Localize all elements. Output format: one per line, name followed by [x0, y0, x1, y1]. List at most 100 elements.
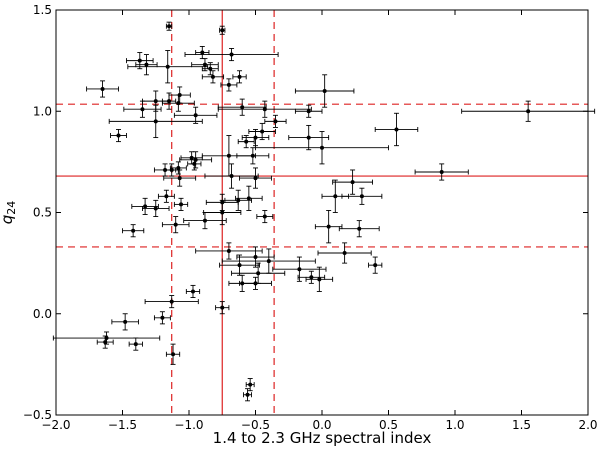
data-point-marker — [153, 119, 158, 124]
data-point-marker — [262, 107, 267, 112]
data-point-marker — [244, 139, 249, 144]
data-point — [187, 157, 202, 171]
data-point-marker — [177, 176, 182, 181]
data-point — [297, 270, 326, 284]
data-point — [96, 335, 114, 349]
data-point-marker — [153, 206, 158, 211]
data-point — [165, 21, 173, 31]
data-point-marker — [190, 289, 195, 294]
data-point-marker — [260, 129, 265, 134]
data-point — [236, 147, 270, 165]
data-point — [338, 220, 380, 238]
data-point — [122, 224, 145, 238]
data-point-marker — [202, 218, 207, 223]
data-point — [183, 212, 227, 230]
data-point-marker — [326, 224, 331, 229]
data-point — [111, 313, 139, 331]
data-point-marker — [240, 105, 245, 110]
data-point — [237, 135, 255, 149]
data-point-marker — [256, 271, 261, 276]
data-point — [245, 378, 255, 392]
data-point-marker — [342, 251, 347, 255]
y-tick-label: 0.0 — [33, 307, 52, 321]
data-point-marker — [137, 58, 142, 63]
data-point-marker — [140, 107, 145, 112]
data-point — [128, 337, 143, 351]
data-point-marker — [143, 204, 148, 209]
data-point-marker — [164, 194, 169, 199]
data-point-marker — [333, 194, 338, 199]
y-tick-label: 1.5 — [33, 3, 52, 17]
data-point — [232, 70, 247, 84]
data-point — [195, 242, 263, 260]
data-point-marker — [320, 145, 324, 150]
data-point — [163, 169, 197, 187]
reference-lines — [56, 10, 588, 415]
y-axis-label: q24 — [0, 201, 18, 225]
data-point — [215, 301, 230, 315]
data-point-marker — [350, 180, 355, 185]
data-point-marker — [253, 135, 258, 140]
data-point — [294, 104, 323, 118]
data-point — [126, 52, 154, 70]
data-point — [180, 151, 203, 165]
x-tick-label: 1.0 — [445, 418, 464, 432]
data-point-marker — [266, 259, 271, 264]
data-point — [157, 189, 175, 203]
data-point-marker — [200, 50, 205, 55]
data-point — [161, 94, 195, 112]
y-axis-label-subscript: 24 — [5, 201, 18, 215]
data-point-marker — [322, 89, 327, 93]
data-point — [264, 114, 287, 128]
data-point-marker — [103, 340, 108, 345]
data-point — [201, 70, 225, 84]
data-point-marker — [165, 64, 170, 69]
data-point — [108, 104, 203, 139]
data-point — [256, 210, 274, 224]
data-point-marker — [226, 248, 231, 253]
data-point — [185, 284, 201, 298]
data-point — [305, 266, 334, 292]
data-point — [217, 98, 267, 116]
data-point-marker — [359, 194, 364, 199]
data-point — [153, 311, 171, 325]
data-point — [368, 256, 383, 274]
data-point-marker — [237, 263, 242, 268]
data-point-marker — [246, 196, 251, 201]
data-point-marker — [253, 255, 258, 260]
data-point — [374, 112, 419, 147]
data-point — [314, 210, 343, 244]
data-point — [86, 80, 119, 98]
data-point — [294, 74, 355, 108]
data-point-marker — [226, 153, 231, 158]
data-point-marker — [220, 210, 225, 215]
y-tick-label: 0.5 — [33, 206, 52, 220]
data-point — [220, 78, 238, 92]
data-point-marker — [253, 176, 258, 181]
data-point-marker — [220, 28, 225, 33]
axes-frame — [55, 9, 589, 416]
ticks: −2.0 −1.5 −1.0 −0.5 0.0 0.5 1.0 1.5 2.0 −0.5 0.0 0.… — [23, 3, 598, 432]
data-point — [231, 262, 286, 284]
data-point — [110, 129, 127, 143]
data-point — [201, 62, 219, 76]
data-point — [204, 163, 259, 189]
data-point-marker — [439, 170, 444, 174]
data-point — [341, 187, 383, 205]
data-point-marker — [169, 299, 174, 304]
data-point-marker — [169, 167, 174, 172]
data-point — [144, 295, 199, 309]
data-point-marker — [309, 275, 314, 280]
data-point-marker — [237, 74, 242, 79]
data-point-marker — [229, 52, 234, 57]
data-point — [135, 54, 158, 76]
data-point-marker — [100, 86, 105, 91]
data-point-marker — [144, 62, 149, 67]
data-point-marker — [250, 153, 255, 158]
data-point — [317, 242, 372, 264]
data-point — [217, 100, 312, 118]
data-point — [461, 100, 596, 122]
data-point — [414, 163, 469, 181]
data-point — [195, 46, 210, 60]
